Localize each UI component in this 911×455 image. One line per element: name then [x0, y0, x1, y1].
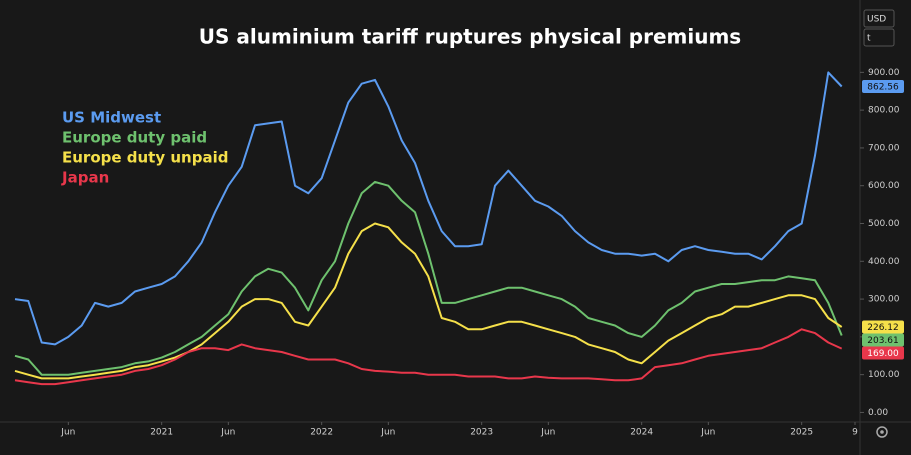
unit-select[interactable]	[863, 28, 895, 47]
x-tick-label: 9	[852, 428, 858, 438]
series-line	[14, 71, 843, 346]
currency[interactable]: USD	[867, 15, 886, 25]
settings-icon-dot	[880, 430, 884, 434]
x-tick-label: 2022	[310, 428, 333, 438]
legend-entry: Japan	[61, 169, 109, 187]
series-line	[14, 180, 843, 376]
x-tick-label: Jun	[220, 428, 235, 438]
chart-title: US aluminium tariff ruptures physical pr…	[199, 25, 741, 49]
y-tick-label: 100.00	[868, 370, 900, 380]
x-tick-label: Jun	[60, 428, 75, 438]
legend-entry: Europe duty paid	[62, 129, 207, 147]
y-tick-label: 800.00	[868, 106, 900, 116]
price-tag-label: 203.61	[867, 336, 899, 346]
price-tag-label: 862.56	[867, 82, 899, 92]
x-tick-label: 2023	[470, 428, 493, 438]
y-tick-label: 400.00	[868, 257, 900, 267]
x-tick-label: 2021	[150, 428, 173, 438]
price-tag	[862, 79, 904, 93]
series-line	[14, 222, 843, 380]
y-tick-label: 900.00	[868, 68, 900, 78]
x-tick-label: 2025	[790, 428, 813, 438]
legend-entry: US Midwest	[62, 109, 161, 127]
y-tick-label: 600.00	[868, 181, 900, 191]
x-tick-label: Jun	[380, 428, 395, 438]
x-tick-label: Jun	[700, 428, 715, 438]
settings-icon[interactable]	[876, 426, 888, 438]
price-tag	[862, 346, 904, 360]
y-tick-label: 300.00	[868, 295, 900, 305]
price-tag-label: 169.00	[867, 349, 899, 359]
series-line	[14, 328, 843, 386]
price-tag	[862, 320, 904, 334]
legend-entry: Europe duty unpaid	[62, 149, 228, 167]
price-tag-label: 226.12	[867, 323, 899, 333]
unit[interactable]: t	[867, 34, 871, 44]
y-tick-label: 500.00	[868, 219, 900, 229]
y-tick-label: 0.00	[868, 408, 888, 418]
x-tick-label: 2024	[630, 428, 653, 438]
x-tick-label: Jun	[540, 428, 555, 438]
price-tag	[862, 333, 904, 347]
currency-select[interactable]	[863, 9, 895, 28]
y-tick-label: 700.00	[868, 143, 900, 153]
